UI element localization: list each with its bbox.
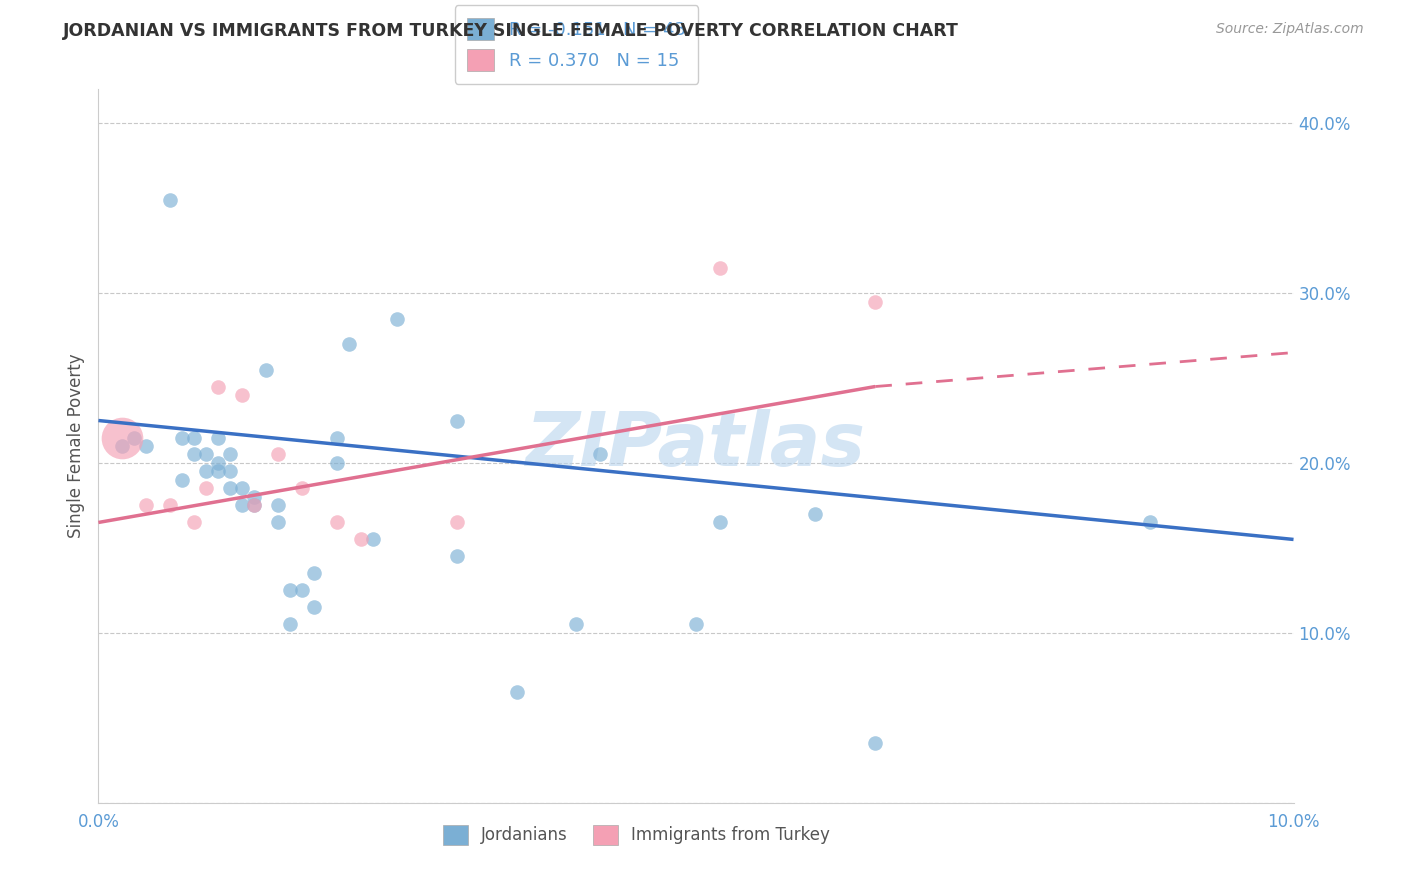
Point [159,499,181,513]
Point [195,482,218,496]
Point [709,516,731,530]
Point [326,516,349,530]
Point [207,465,229,479]
Point [363,533,385,547]
Point [865,294,887,309]
Point [709,260,731,275]
Point [446,516,468,530]
Point [267,448,290,462]
Point [291,583,314,598]
Text: JORDANIAN VS IMMIGRANTS FROM TURKEY SINGLE FEMALE POVERTY CORRELATION CHART: JORDANIAN VS IMMIGRANTS FROM TURKEY SING… [63,22,959,40]
Point [231,388,253,402]
Legend: Jordanians, Immigrants from Turkey: Jordanians, Immigrants from Turkey [436,818,837,852]
Point [183,430,205,444]
Point [267,499,290,513]
Point [183,448,205,462]
Point [195,465,218,479]
Point [124,430,146,444]
Point [243,499,266,513]
Point [231,482,253,496]
Point [219,482,242,496]
Point [326,430,349,444]
Point [207,430,229,444]
Point [195,448,218,462]
Point [231,499,253,513]
Text: ZIPatlas: ZIPatlas [526,409,866,483]
Point [326,456,349,470]
Point [111,439,134,453]
Point [111,430,134,444]
Point [565,617,588,632]
Text: Source: ZipAtlas.com: Source: ZipAtlas.com [1216,22,1364,37]
Point [207,379,229,393]
Point [291,482,314,496]
Point [302,566,325,581]
Point [135,499,157,513]
Point [302,600,325,615]
Point [865,736,887,750]
Point [278,617,301,632]
Point [172,430,194,444]
Point [685,617,707,632]
Point [183,516,205,530]
Point [159,193,181,207]
Point [267,516,290,530]
Point [804,507,827,521]
Point [207,456,229,470]
Point [243,490,266,504]
Point [243,499,266,513]
Point [278,583,301,598]
Point [1139,516,1161,530]
Point [135,439,157,453]
Point [254,362,277,376]
Point [385,311,409,326]
Point [350,533,373,547]
Point [219,448,242,462]
Point [589,448,612,462]
Point [506,685,529,699]
Point [172,473,194,487]
Point [219,465,242,479]
Point [446,413,468,427]
Point [446,549,468,564]
Y-axis label: Single Female Poverty: Single Female Poverty [66,354,84,538]
Point [339,337,361,351]
